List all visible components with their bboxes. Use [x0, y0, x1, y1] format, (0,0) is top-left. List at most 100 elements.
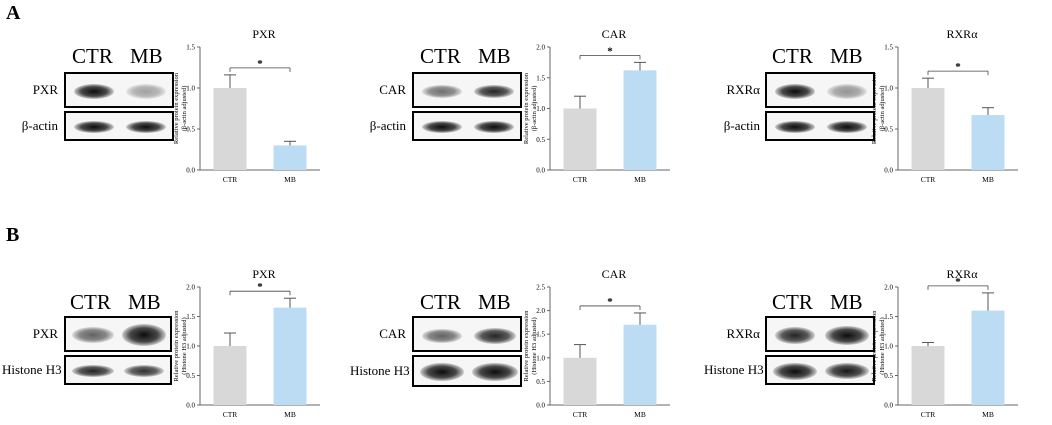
y-axis-label-line: (Histone H3 adjusted) — [531, 317, 538, 374]
panel-label-b: B — [6, 224, 20, 246]
y-tick-label: 1.5 — [536, 74, 545, 82]
blot-control-box — [64, 111, 174, 141]
panel-label-a: A — [6, 2, 21, 24]
x-tick-label: MB — [982, 175, 994, 184]
y-axis-label: Relative protein expression(Histone H3 a… — [871, 310, 886, 382]
y-tick-label: 2.0 — [186, 284, 195, 292]
bar-ctr — [563, 357, 597, 405]
blot-band — [827, 121, 867, 133]
x-tick-label: CTR — [223, 175, 238, 184]
y-tick-label: 2.5 — [536, 284, 545, 292]
x-tick-label: CTR — [573, 410, 588, 419]
bar-mb — [273, 145, 307, 170]
y-tick-label: 0.0 — [536, 167, 545, 175]
blot-target-label: RXRα — [726, 326, 760, 341]
chart-title: PXR — [252, 267, 275, 281]
y-tick-label: 0.0 — [536, 402, 545, 410]
blot-target-box — [412, 316, 522, 352]
blot-band — [773, 363, 817, 380]
y-tick-label: 0.5 — [186, 126, 195, 134]
y-tick-label: 1.5 — [186, 313, 195, 321]
x-tick-label: MB — [634, 410, 646, 419]
y-tick-label: 0.0 — [186, 167, 195, 175]
x-tick-label: CTR — [223, 410, 238, 419]
y-tick-label: 0.0 — [186, 402, 195, 410]
significance-star: * — [955, 276, 961, 288]
blot-target-label: PXR — [32, 82, 58, 97]
blot-band — [775, 327, 815, 344]
blot-band — [72, 365, 114, 377]
bar-chart-b-pxr: PXR 0.0 0.5 1.0 1.5 2.0 Relative protein expre… — [173, 267, 320, 419]
significance-star: * — [607, 296, 613, 308]
bar-chart-a-car: CAR 0.0 0.5 1.0 1.5 2.0 Relative protein expre… — [523, 27, 670, 184]
blot-control-label: β-actin — [369, 118, 406, 133]
blot-band — [126, 121, 166, 133]
y-tick-label: 0.5 — [884, 126, 893, 134]
chart-title: RXRα — [947, 267, 979, 281]
x-tick-label: MB — [634, 175, 646, 184]
blot-control-label: β-actin — [723, 118, 760, 133]
y-axis-label-line: Relative protein expression — [523, 72, 530, 144]
y-tick-label: 1.0 — [536, 105, 545, 113]
significance-star: * — [257, 58, 263, 70]
blot-band — [474, 328, 516, 344]
y-tick-label: 0.5 — [536, 378, 545, 386]
bar-chart-a-pxr: PXR 0.0 0.5 1.0 1.5 Relative protein expressi… — [173, 27, 320, 184]
y-axis-label-line: (β-actin adjusted) — [879, 86, 886, 132]
y-axis-label: Relative protein expression(β-actin adju… — [173, 72, 188, 144]
blot-lane-label-ctr: CTR — [70, 290, 111, 314]
blot-control-label: Histone H3 — [2, 362, 62, 377]
blot-lane-label-ctr: CTR — [72, 44, 113, 68]
blot-target-box — [765, 316, 875, 352]
y-axis-label-line: Relative protein expression — [173, 310, 180, 382]
blot-band — [72, 327, 114, 343]
bar-mb — [623, 70, 657, 170]
blot-control-box — [412, 111, 522, 141]
blot-lane-label-ctr: CTR — [420, 290, 461, 314]
y-tick-label: 1.0 — [186, 85, 195, 93]
blot-lane-label-ctr: CTR — [772, 290, 813, 314]
blot-control-box — [64, 355, 172, 385]
chart-title: PXR — [252, 27, 275, 41]
blot-band — [422, 329, 462, 343]
y-tick-label: 1.0 — [884, 85, 893, 93]
blot-band — [775, 121, 815, 133]
blot-lane-label-mb: MB — [130, 44, 163, 68]
y-axis-label-line: (Histone H3 adjusted) — [181, 317, 188, 374]
blot-band — [825, 326, 869, 345]
blot-target-label: PXR — [32, 326, 58, 341]
significance-star: * — [257, 281, 263, 293]
blot-band — [422, 121, 462, 133]
y-tick-label: 1.0 — [884, 343, 893, 351]
blot-target-label: CAR — [379, 326, 406, 341]
x-tick-label: CTR — [573, 175, 588, 184]
bar-ctr — [213, 346, 247, 405]
bar-chart-b-rxra: RXRα 0.0 0.5 1.0 1.5 2.0 Relative protein expr… — [871, 267, 1018, 419]
blot-target-label: CAR — [379, 82, 406, 97]
blot-lane-label-mb: MB — [830, 44, 863, 68]
x-tick-label: MB — [982, 410, 994, 419]
bar-chart-a-rxra: RXRα 0.0 0.5 1.0 1.5 Relative protein express… — [871, 27, 1018, 184]
bar-chart-b-car: CAR 0.0 0.5 1.0 1.5 2.0 2.5 Relative protein ex… — [523, 267, 670, 419]
y-axis-label: Relative protein expression(β-actin adju… — [523, 72, 538, 144]
chart-title: CAR — [602, 267, 627, 281]
blot-band — [775, 84, 815, 99]
x-tick-label: MB — [284, 175, 296, 184]
y-tick-label: 1.5 — [186, 44, 195, 52]
chart-title: RXRα — [947, 27, 979, 41]
x-tick-label: CTR — [921, 410, 936, 419]
blot-target-label: RXRα — [726, 82, 760, 97]
blot-band — [420, 363, 464, 381]
blot-band — [422, 85, 462, 98]
blot-control-label: Histone H3 — [350, 363, 410, 378]
blot-control-label: β-actin — [21, 118, 58, 133]
blot-target-box — [765, 72, 875, 108]
y-axis-label-line: Relative protein expression — [523, 310, 530, 382]
y-tick-label: 0.0 — [884, 402, 893, 410]
y-axis-label-line: Relative protein expression — [871, 72, 878, 144]
blot-band — [474, 121, 514, 133]
blot-target-box — [64, 316, 172, 352]
blot-band — [74, 121, 114, 133]
blot-control-box — [765, 355, 875, 385]
y-tick-label: 1.0 — [536, 354, 545, 362]
